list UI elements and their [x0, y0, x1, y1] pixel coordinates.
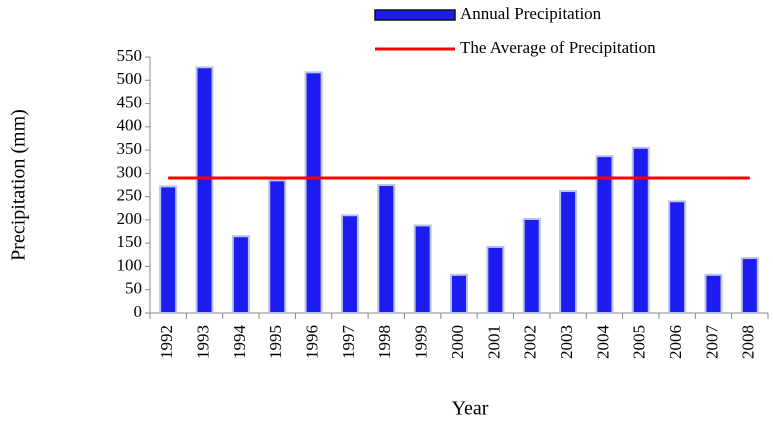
- y-tick-label: 200: [117, 209, 143, 228]
- y-tick-label: 450: [117, 92, 143, 111]
- x-tick-label: 2002: [521, 325, 540, 359]
- legend-swatch: [374, 9, 456, 21]
- bar: [595, 155, 614, 314]
- x-axis-label: Year: [452, 398, 489, 420]
- y-tick-label: 250: [117, 186, 143, 205]
- bar: [486, 245, 505, 314]
- x-tick-label: 1998: [375, 325, 394, 359]
- y-axis-label: Precipitation (mm): [8, 109, 30, 261]
- x-tick-label: 2008: [739, 325, 758, 359]
- y-tick-label: 350: [117, 139, 143, 158]
- bar: [631, 146, 650, 314]
- y-tick-label: 100: [117, 255, 143, 274]
- bar: [231, 235, 250, 314]
- bar: [159, 185, 178, 314]
- y-tick-label: 300: [117, 162, 143, 181]
- bar: [268, 179, 287, 314]
- legend-label: Annual Precipitation: [460, 4, 602, 23]
- x-tick-label: 1995: [266, 325, 285, 359]
- x-tick-label: 2004: [593, 325, 612, 360]
- x-tick-label: 1996: [302, 325, 321, 359]
- bar: [450, 273, 468, 315]
- bar: [304, 71, 323, 314]
- x-tick-label: 1999: [412, 325, 431, 359]
- bar: [413, 224, 432, 315]
- bar: [704, 273, 723, 315]
- x-tick-label: 1992: [157, 325, 176, 359]
- x-tick-label: 2005: [630, 325, 649, 359]
- x-tick-label: 2006: [666, 325, 685, 359]
- bar: [195, 66, 214, 314]
- bar: [740, 257, 759, 314]
- x-tick-label: 2001: [484, 325, 503, 359]
- x-tick-label: 2000: [448, 325, 467, 359]
- y-tick-label: 50: [125, 279, 142, 298]
- x-tick-label: 1993: [193, 325, 212, 359]
- y-tick-label: 400: [117, 116, 143, 135]
- y-tick-label: 150: [117, 232, 143, 251]
- x-tick-label: 2003: [557, 325, 576, 359]
- y-tick-label: 0: [134, 302, 143, 321]
- bar: [522, 217, 541, 314]
- bar: [377, 184, 396, 314]
- x-tick-label: 1994: [230, 325, 249, 360]
- bar: [559, 190, 578, 314]
- legend-label: The Average of Precipitation: [460, 38, 656, 57]
- x-tick-label: 2007: [702, 325, 721, 360]
- bar: [668, 200, 687, 314]
- y-tick-label: 500: [117, 69, 143, 88]
- y-tick-label: 550: [117, 46, 143, 65]
- x-tick-label: 1997: [339, 325, 358, 360]
- bar: [340, 214, 359, 314]
